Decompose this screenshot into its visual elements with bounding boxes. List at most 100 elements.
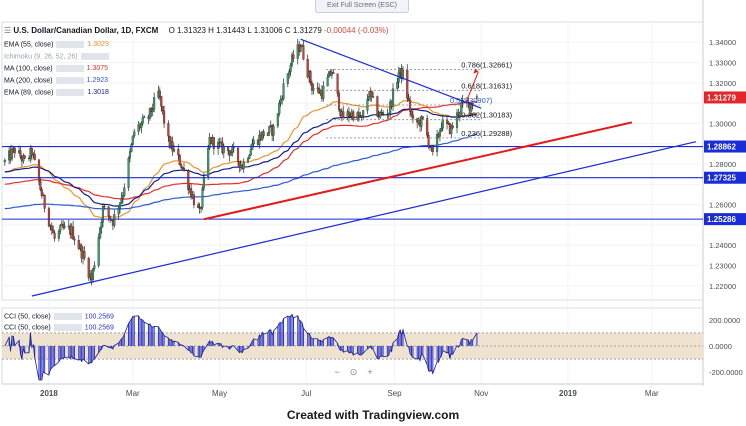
- candle-body: [427, 135, 430, 147]
- candle: [83, 246, 86, 261]
- candle-body: [252, 139, 255, 145]
- cci-tick-label: 200.0000: [709, 316, 740, 325]
- zoom-in-button[interactable]: +: [367, 367, 373, 377]
- candle-body: [53, 232, 56, 239]
- indicator-legend-item[interactable]: Ichimoku (9, 26, 52, 26): [4, 53, 112, 60]
- indicator-value: 1.3018: [87, 89, 109, 97]
- candle: [130, 142, 133, 153]
- candle-body: [77, 240, 80, 249]
- candle-body: [128, 151, 132, 159]
- indicator-controls-icon[interactable]: [56, 41, 85, 48]
- candle: [40, 187, 43, 199]
- candle-body: [362, 110, 365, 116]
- candle: [182, 162, 186, 172]
- candle-body: [167, 123, 170, 137]
- candle-body: [141, 117, 144, 124]
- fib-label: 0.236(1.29288): [461, 129, 512, 138]
- candle-body: [246, 158, 250, 162]
- cci-legend-2[interactable]: CCI (50, close) 100.2569: [4, 324, 114, 331]
- candle: [278, 100, 281, 117]
- candle: [246, 156, 250, 164]
- candle: [306, 54, 309, 79]
- candle-body: [266, 132, 269, 137]
- price-tick-label: 1.28000: [709, 160, 736, 169]
- candle: [242, 158, 245, 173]
- candle-body: [396, 82, 399, 89]
- candle-body: [309, 71, 312, 84]
- candle-body: [406, 69, 409, 99]
- candle-body: [192, 194, 196, 205]
- candle-body: [440, 127, 443, 131]
- menu-icon[interactable]: ☰: [4, 26, 12, 35]
- candle: [99, 226, 102, 240]
- candle-body: [151, 109, 154, 113]
- candle-body: [10, 149, 14, 160]
- candle-body: [401, 69, 405, 79]
- time-tick-label: Nov: [474, 389, 488, 398]
- indicator-legend-item[interactable]: MA (200, close) 1.2923: [4, 77, 108, 84]
- candle: [103, 204, 106, 210]
- candle-body: [182, 168, 186, 171]
- price-axis: 1.22000 1.23000 1.24000 1.26000 1.28000 1.300…: [709, 38, 743, 377]
- indicator-value: 1.3075: [86, 65, 109, 73]
- indicator-controls-icon[interactable]: [55, 65, 84, 72]
- candle-body: [276, 113, 279, 127]
- candle: [322, 81, 325, 102]
- candle: [292, 49, 295, 63]
- exit-fullscreen-button[interactable]: Exit Full Screen (ESC): [315, 0, 409, 13]
- indicator-legend-item[interactable]: MA (100, close) 1.3075: [4, 65, 108, 72]
- candle-body: [299, 46, 302, 52]
- candle: [143, 115, 146, 119]
- cci-pane: [4, 313, 478, 381]
- candle: [411, 109, 414, 124]
- candle: [13, 146, 16, 158]
- candle: [43, 194, 46, 213]
- cci-line: [4, 313, 478, 381]
- cci-label: CCI (50, close): [4, 313, 51, 321]
- candle: [312, 83, 315, 95]
- candle-body: [258, 134, 261, 145]
- candle: [262, 129, 265, 139]
- zoom-out-button[interactable]: −: [334, 367, 340, 377]
- candle-body: [370, 91, 373, 97]
- candle-body: [242, 161, 245, 170]
- zoom-reset-button[interactable]: ⊙: [349, 367, 358, 377]
- candle-body: [291, 54, 294, 66]
- candle: [212, 136, 215, 155]
- candle: [148, 107, 151, 122]
- candle-body: [47, 208, 50, 227]
- candle-body: [411, 114, 414, 119]
- fib-label: 0.382(1.30183): [461, 111, 512, 120]
- candle: [10, 144, 14, 162]
- candle: [236, 146, 240, 166]
- indicator-legend-item[interactable]: EMA (89, close) 1.3018: [4, 89, 109, 96]
- candle: [409, 95, 412, 118]
- current-price-label: 1.31279: [707, 93, 736, 102]
- candle: [367, 91, 370, 102]
- candle-body: [282, 83, 285, 99]
- candle-body: [451, 125, 454, 128]
- candle: [475, 94, 478, 103]
- candle-body: [100, 222, 103, 229]
- candle-body: [379, 112, 382, 118]
- indicator-legend-item[interactable]: EMA (55, close) 1.3029: [4, 41, 109, 48]
- indicator-controls-icon[interactable]: [80, 53, 109, 60]
- candle: [73, 236, 76, 246]
- candle-body: [272, 125, 275, 136]
- candle: [268, 125, 271, 136]
- indicator-controls-icon[interactable]: [55, 77, 84, 84]
- level-tag-label: 1.28862: [707, 143, 736, 152]
- candle: [359, 111, 362, 118]
- candle: [372, 91, 375, 99]
- time-tick-label: Sep: [387, 389, 402, 398]
- candle: [202, 172, 205, 192]
- candle: [57, 229, 60, 242]
- candle-body: [177, 149, 180, 156]
- candle-body: [23, 155, 26, 159]
- candle: [387, 112, 390, 119]
- cci-legend-1[interactable]: CCI (50, close) 100.2569: [4, 313, 114, 320]
- indicator-controls-icon[interactable]: [56, 89, 85, 96]
- candle-body: [3, 159, 6, 163]
- price-tick-label: 1.30000: [709, 119, 736, 128]
